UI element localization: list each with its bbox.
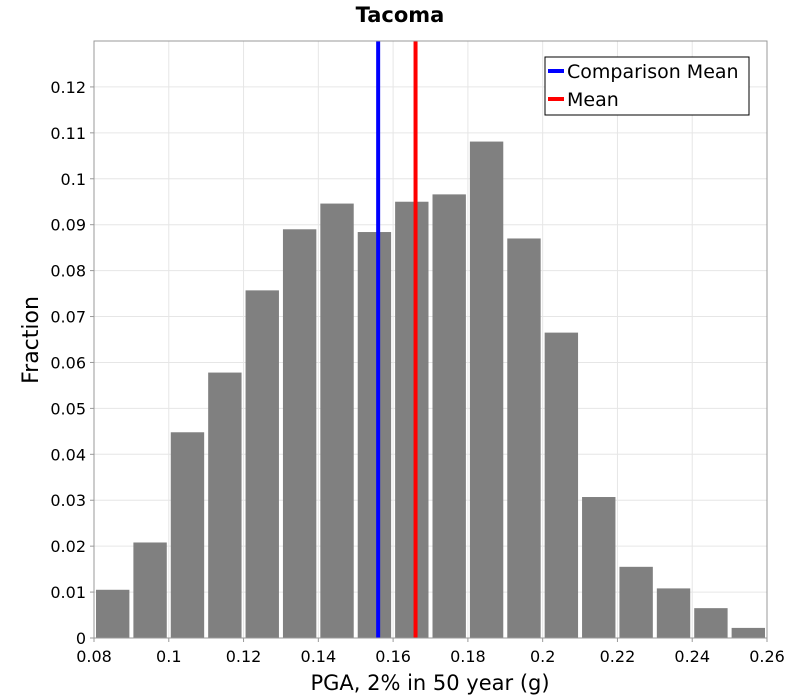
- y-tick-label: 0.1: [61, 170, 86, 189]
- mean-lines: [376, 41, 418, 638]
- histogram-bar: [619, 566, 653, 638]
- x-tick-label: 0.26: [749, 647, 785, 666]
- x-tick-label: 0.24: [674, 647, 710, 666]
- histogram-bar: [245, 290, 279, 638]
- histogram-bar: [96, 589, 130, 638]
- x-axis-ticks: 0.08 0.1 0.12 0.14 0.16 0.18 0.2 0.22 0.24 0.26: [76, 638, 785, 666]
- y-tick-label: 0.07: [50, 308, 86, 327]
- x-axis-label: PGA, 2% in 50 year (g): [310, 671, 549, 695]
- histogram-bar: [282, 229, 317, 639]
- y-tick-label: 0.06: [50, 353, 86, 372]
- histogram-bar: [582, 497, 616, 638]
- y-tick-label: 0.09: [50, 216, 86, 235]
- histogram-bar: [320, 203, 354, 638]
- legend: Comparison Mean Mean: [544, 56, 750, 116]
- y-tick-label: 0.12: [50, 78, 86, 97]
- plot-area-frame: [93, 40, 768, 639]
- histogram-bar: [731, 627, 765, 638]
- x-tick-label: 0.12: [226, 647, 262, 666]
- y-tick-label: 0.04: [50, 445, 86, 464]
- x-tick-label: 0.1: [156, 647, 181, 666]
- x-tick-label: 0.14: [301, 647, 337, 666]
- x-tick-label: 0.08: [76, 647, 112, 666]
- x-tick-label: 0.2: [530, 647, 555, 666]
- x-tick-label: 0.22: [600, 647, 636, 666]
- chart-title: Tacoma: [356, 3, 445, 27]
- y-tick-label: 0.11: [50, 124, 86, 143]
- histogram-bar: [357, 232, 392, 639]
- y-tick-label: 0.05: [50, 399, 86, 418]
- y-tick-label: 0.03: [50, 491, 86, 510]
- histogram-bar: [469, 141, 504, 638]
- y-axis-ticks: 0 0.01 0.02 0.03 0.04 0.05 0.06 0.07 0.08 0.09 0.1…: [50, 78, 94, 648]
- histogram-bar: [395, 201, 429, 638]
- histogram-bar: [133, 542, 167, 638]
- y-tick-label: 0.02: [50, 537, 86, 556]
- legend-label: Comparison Mean: [567, 61, 739, 83]
- legend-box: [544, 56, 750, 116]
- histogram-bar: [432, 194, 466, 639]
- legend-label: Mean: [567, 89, 619, 111]
- y-axis-label: Fraction: [19, 296, 44, 384]
- histogram-bar: [656, 588, 691, 638]
- histogram-bar: [544, 332, 579, 638]
- y-tick-label: 0.08: [50, 262, 86, 281]
- histogram-bar: [208, 372, 242, 638]
- bars: [96, 141, 765, 639]
- y-tick-label: 0.01: [50, 583, 86, 602]
- histogram-bar: [170, 432, 205, 638]
- histogram-bar: [694, 608, 728, 638]
- x-tick-label: 0.18: [450, 647, 486, 666]
- histogram-bar: [507, 238, 541, 638]
- x-tick-label: 0.16: [375, 647, 411, 666]
- y-tick-label: 0: [76, 629, 86, 648]
